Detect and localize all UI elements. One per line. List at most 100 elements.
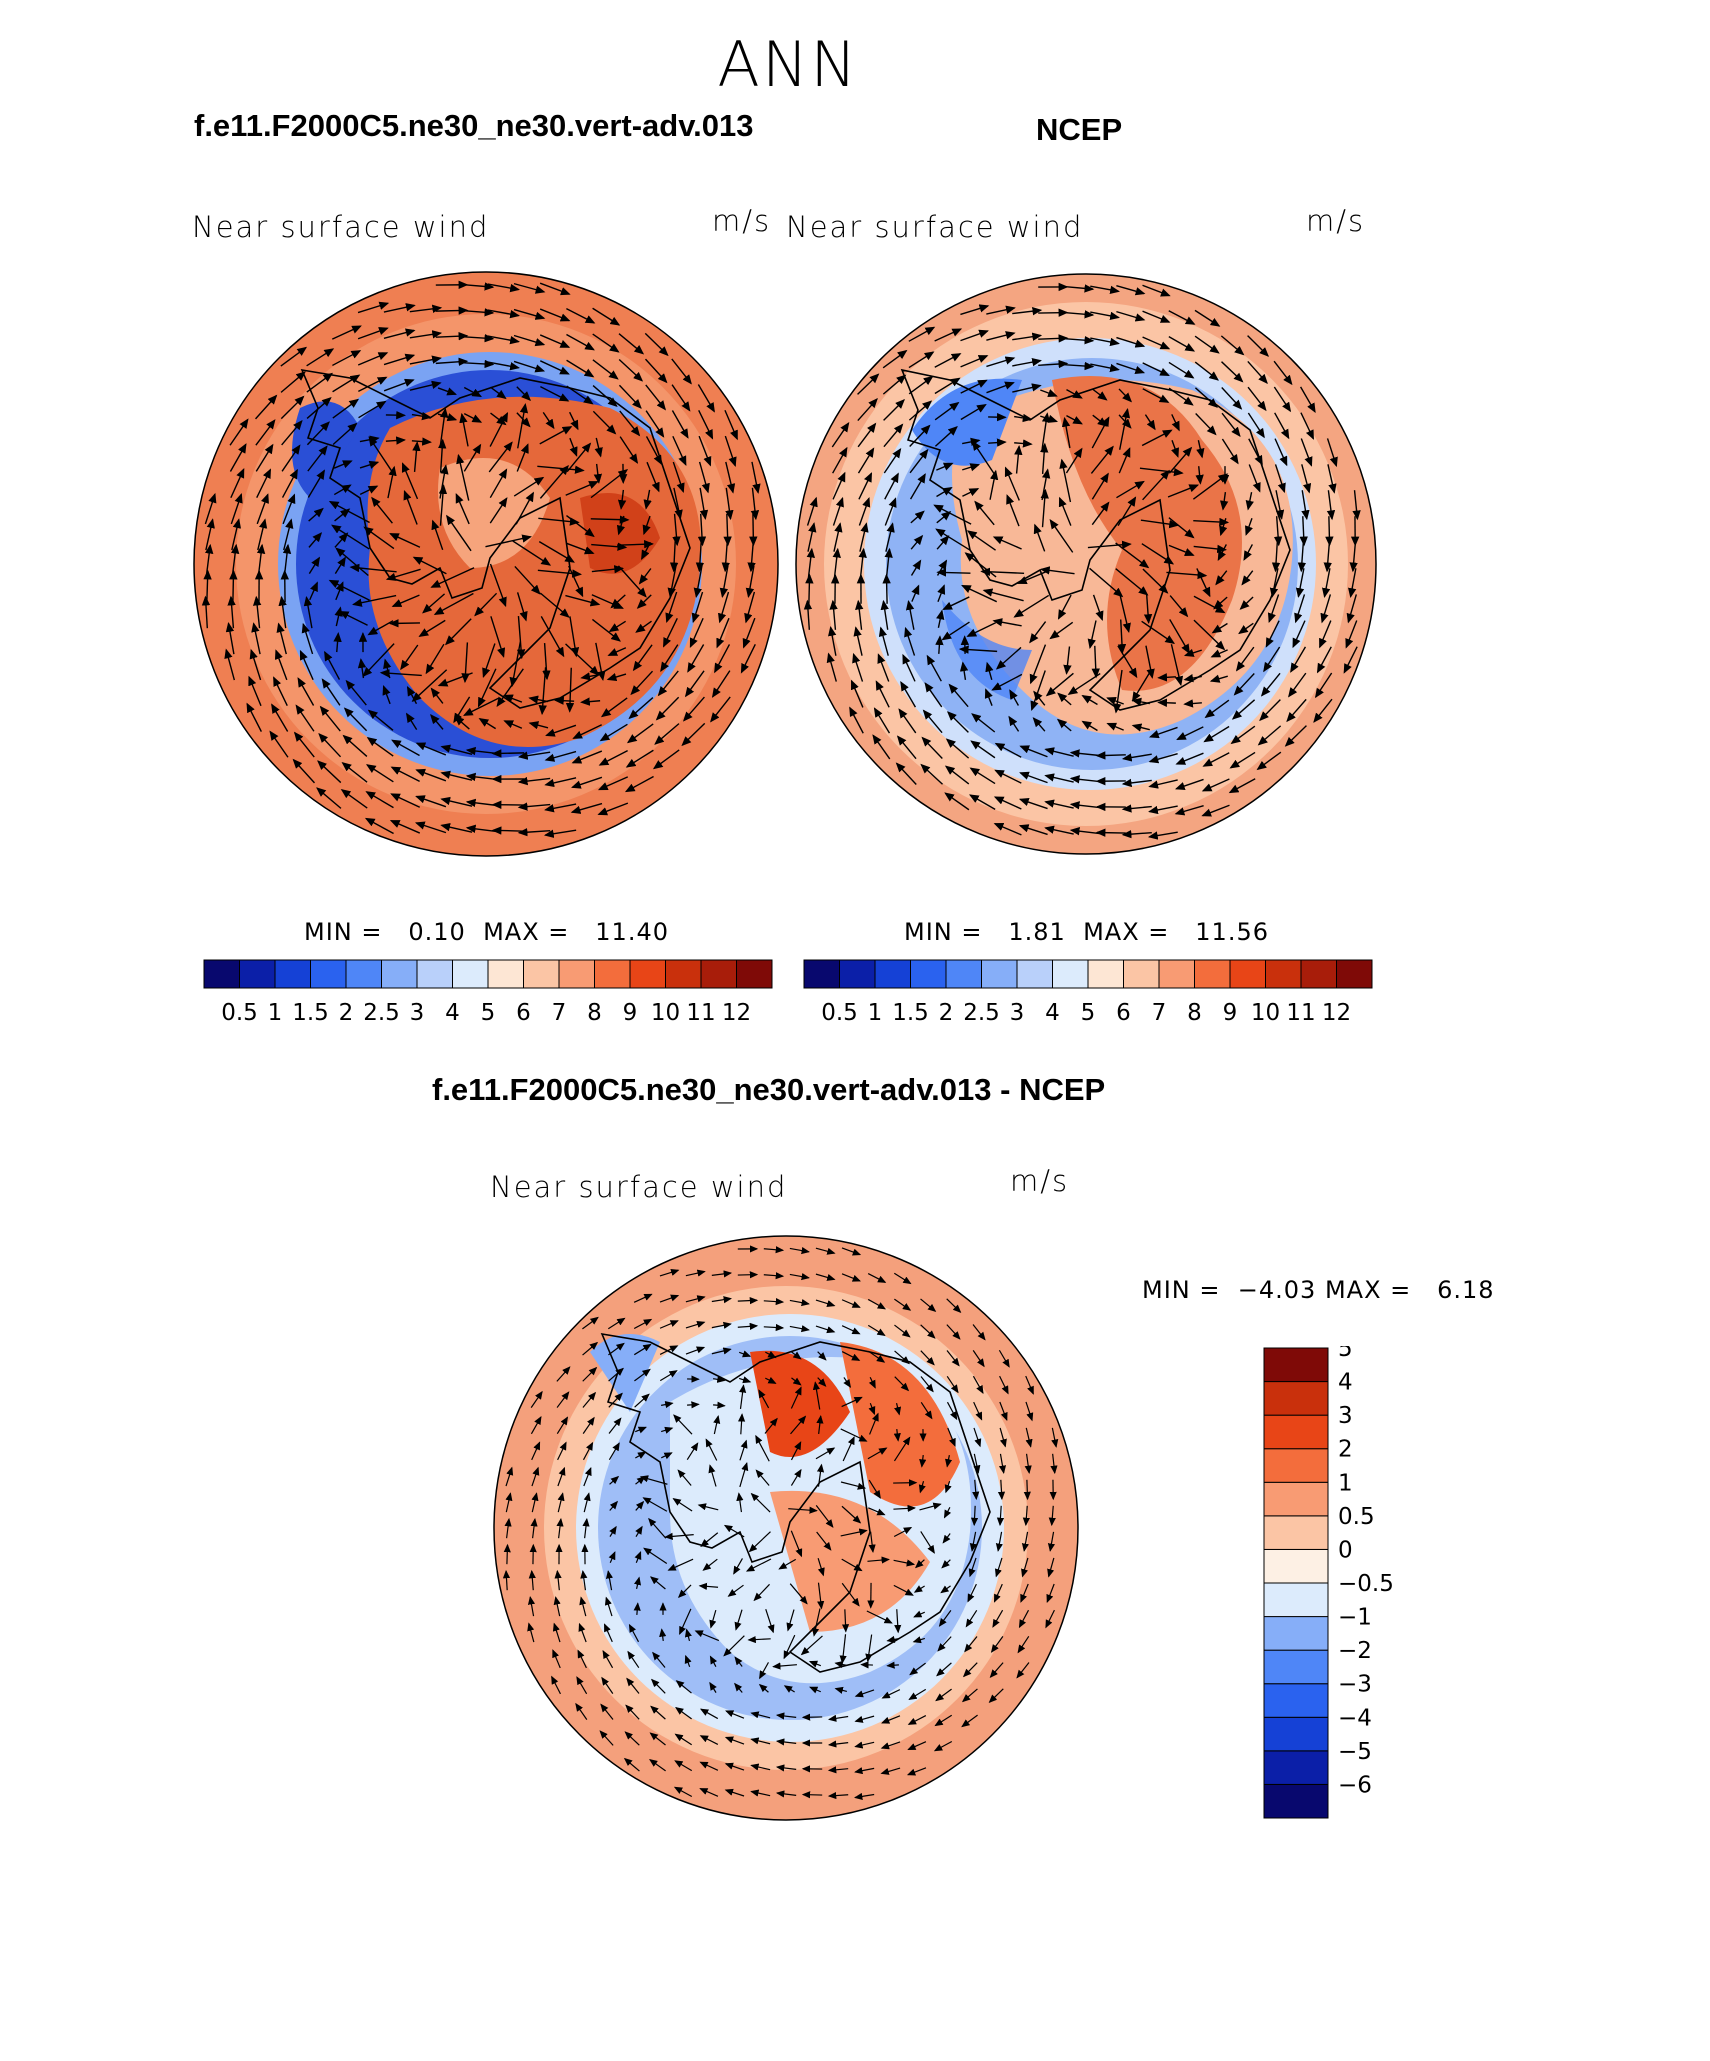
wind-vector-arrow	[1263, 646, 1281, 673]
colorbar-swatch	[1016, 959, 1053, 989]
wind-vector-arrow	[641, 541, 652, 561]
wind-vector-arrow	[713, 1375, 726, 1383]
colorbar-swatch	[1123, 959, 1160, 989]
wind-vector-arrow	[594, 437, 603, 458]
wind-vector-arrow	[739, 1439, 748, 1461]
wind-vector-arrow	[699, 1708, 719, 1720]
wind-vector-arrow	[1349, 542, 1358, 573]
wind-vector-arrow	[1063, 646, 1072, 675]
wind-vector-arrow	[1259, 699, 1281, 722]
wind-vector-arrow	[650, 1678, 666, 1694]
wind-vector-arrow	[317, 760, 342, 784]
wind-vector-arrow	[630, 670, 654, 696]
wind-vector-arrow	[618, 358, 644, 382]
wind-vector-arrow	[841, 1505, 862, 1524]
wind-vector-arrow	[528, 721, 549, 730]
wind-vector-arrow	[331, 524, 370, 550]
wind-vector-arrow	[745, 565, 755, 598]
wind-vector-arrow	[1273, 360, 1293, 386]
wind-vector-arrow	[962, 1662, 978, 1678]
wind-vector-arrow	[514, 565, 541, 595]
wind-vector-arrow	[1193, 619, 1226, 651]
wind-vector-arrow	[504, 1517, 512, 1539]
wind-vector-arrow	[566, 542, 595, 555]
wind-vector-arrow	[884, 472, 899, 500]
wind-vector-arrow	[1018, 824, 1048, 836]
polar-map-difference	[493, 1235, 1079, 1821]
wind-vector-arrow	[418, 619, 446, 637]
wind-vector-arrow	[994, 769, 1022, 784]
wind-vector-arrow	[1038, 308, 1069, 317]
wind-vector-arrow	[964, 1636, 978, 1653]
wind-vector-arrow	[430, 714, 444, 730]
wind-vector-arrow	[832, 496, 844, 526]
wind-vector-arrow	[539, 360, 570, 375]
wind-vector-arrow	[1033, 523, 1046, 552]
wind-vector-arrow	[1090, 445, 1114, 474]
wind-vector-arrow	[565, 481, 599, 496]
wind-vector-arrow	[502, 1569, 511, 1591]
wind-vector-arrow	[1091, 416, 1110, 449]
wind-vector-arrow	[834, 1661, 847, 1669]
wind-vector-arrow	[663, 618, 678, 648]
colorbar-tick-label: 1.5	[292, 1000, 329, 1026]
wind-vector-arrow	[1090, 311, 1120, 321]
wind-vector-arrow	[1239, 596, 1254, 610]
colorbar-tick-label: 1	[868, 1000, 883, 1026]
coastline	[600, 1332, 991, 1673]
wind-vector-arrow	[485, 534, 532, 548]
wind-vector-arrow	[966, 622, 996, 637]
wind-vector-arrow	[1183, 648, 1202, 657]
wind-vector-arrow	[1196, 568, 1211, 598]
wind-vector-arrow	[841, 1273, 861, 1282]
wind-vector-arrow	[635, 1451, 647, 1459]
wind-vector-arrow	[654, 723, 680, 745]
wind-vector-arrow	[623, 1757, 640, 1772]
wind-vector-arrow	[357, 301, 390, 314]
wind-vector-arrow	[608, 1367, 624, 1382]
wind-vector-arrow	[832, 471, 846, 500]
wind-vector-arrow	[645, 410, 665, 438]
wind-vector-arrow	[775, 1764, 797, 1772]
wind-vector-arrow	[1175, 752, 1204, 765]
wind-vector-arrow	[964, 552, 997, 578]
wind-vector-arrow	[1117, 645, 1138, 679]
wind-vector-arrow	[1046, 1583, 1055, 1604]
wind-vector-arrow	[1045, 672, 1074, 697]
wind-vector-arrow	[936, 535, 950, 550]
wind-vector-arrow	[463, 443, 482, 472]
wind-vector-arrow	[1171, 440, 1179, 458]
wind-vector-arrow	[993, 1583, 1003, 1603]
wind-vector-arrow	[1321, 568, 1331, 598]
colorbar-swatch	[1263, 1448, 1329, 1483]
wind-vector-arrow	[1017, 1635, 1030, 1654]
wind-vector-arrow	[341, 761, 368, 783]
wind-vector-arrow	[388, 619, 420, 628]
wind-vector-arrow	[412, 556, 447, 575]
wind-vector-arrow	[1168, 336, 1196, 352]
wind-vector-arrow	[1006, 494, 1020, 527]
wind-vector-arrow	[1168, 517, 1195, 539]
wind-vector-arrow	[815, 1247, 836, 1255]
wind-vector-arrow	[1145, 645, 1155, 679]
wind-vector-arrow	[959, 661, 969, 680]
wind-vector-arrow	[1220, 492, 1229, 511]
wind-vector-arrow	[697, 513, 707, 547]
colorbar-tick-label: 2	[1338, 1437, 1353, 1463]
wind-vector-arrow	[1290, 646, 1307, 673]
colorbar-swatch	[1300, 959, 1337, 989]
wind-vector-arrow	[936, 609, 945, 628]
wind-vector-arrow	[883, 399, 905, 421]
wind-vector-arrow	[292, 758, 316, 784]
wind-vector-arrow	[886, 1635, 899, 1643]
wind-vector-arrow	[1013, 594, 1050, 618]
wind-vector-arrow	[944, 1480, 952, 1494]
wind-vector-arrow	[1299, 516, 1308, 547]
wind-vector-arrow	[867, 1556, 890, 1564]
wind-vector-arrow	[280, 371, 306, 393]
wind-vector-arrow	[765, 1350, 777, 1359]
wind-vector-arrow	[409, 304, 443, 313]
wind-vector-arrow	[554, 1569, 562, 1591]
wind-vector-arrow	[592, 385, 618, 407]
wind-vector-arrow	[566, 333, 595, 351]
